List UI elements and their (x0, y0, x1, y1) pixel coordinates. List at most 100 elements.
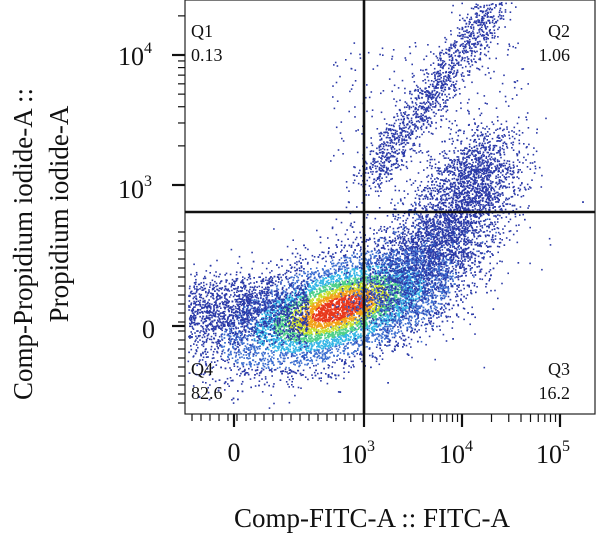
density-dot (398, 288, 401, 291)
density-dot (268, 367, 270, 369)
density-dot (216, 350, 218, 353)
density-dot (212, 366, 215, 368)
density-dot (348, 318, 351, 321)
density-dot (204, 332, 207, 335)
density-dot (259, 290, 261, 292)
density-dot (198, 363, 201, 365)
density-dot (284, 340, 286, 343)
density-dot (323, 277, 326, 280)
density-dot (442, 261, 444, 263)
density-dot (276, 367, 279, 369)
density-dot (445, 316, 448, 319)
density-dot (312, 285, 314, 287)
density-dot (318, 335, 320, 338)
density-dot (333, 298, 335, 301)
density-dot (440, 299, 443, 301)
density-dot (354, 335, 356, 337)
density-dot (267, 358, 269, 361)
density-dot (267, 363, 270, 366)
density-dot (342, 340, 344, 342)
density-dot (375, 291, 378, 294)
density-dot (305, 291, 308, 293)
density-dot (299, 295, 301, 297)
density-dot (260, 296, 262, 298)
density-dot (285, 346, 288, 349)
density-dot (315, 359, 318, 362)
density-dot (330, 346, 332, 349)
density-dot (283, 348, 285, 350)
density-dot (375, 278, 377, 281)
density-dot (432, 322, 435, 325)
density-dot (310, 330, 312, 332)
density-dot (347, 339, 349, 342)
density-dot (233, 351, 236, 354)
density-dot (482, 208, 484, 210)
density-dot (236, 334, 239, 336)
density-dot (320, 327, 322, 329)
density-dot (431, 295, 434, 298)
density-dot (294, 349, 296, 351)
density-dot (319, 293, 321, 295)
density-dot (357, 265, 359, 268)
density-dot (324, 255, 327, 258)
density-dot (289, 345, 291, 348)
density-dot (270, 315, 272, 318)
density-dot (340, 294, 343, 296)
density-dot (297, 296, 300, 299)
density-dot (461, 274, 463, 277)
density-dot (326, 312, 328, 314)
density-dot (317, 279, 319, 282)
density-dot (409, 325, 412, 328)
density-dot (300, 387, 302, 389)
density-dot (327, 237, 329, 239)
density-dot (230, 379, 233, 382)
density-dot (365, 327, 368, 329)
density-dot (390, 247, 393, 250)
density-dot (381, 339, 383, 342)
density-dot (469, 258, 471, 260)
density-dot (411, 317, 413, 319)
density-dot (309, 302, 312, 305)
density-dot (343, 262, 345, 264)
density-dot (283, 285, 286, 287)
density-dot (268, 279, 271, 281)
density-dot (310, 290, 313, 292)
density-dot (243, 319, 246, 321)
density-dot (388, 255, 390, 258)
density-dot (293, 349, 295, 352)
density-dot (361, 319, 364, 321)
density-dot (329, 268, 332, 270)
density-dot (238, 331, 240, 333)
density-dot (414, 298, 417, 300)
density-dot (264, 294, 267, 297)
density-dot (335, 348, 338, 350)
density-dot (478, 271, 481, 273)
density-dot (310, 327, 313, 330)
density-dot (270, 394, 272, 396)
density-dot (355, 266, 357, 268)
density-dot (457, 303, 459, 306)
density-dot (260, 341, 262, 343)
density-dot (230, 320, 232, 323)
density-dot (336, 359, 338, 361)
density-dot (336, 350, 339, 352)
density-dot (431, 327, 434, 330)
density-dot (355, 289, 358, 291)
density-dot (393, 271, 396, 274)
density-dot (227, 356, 230, 359)
density-dot (377, 286, 379, 289)
density-dot (387, 245, 389, 247)
density-dot (438, 273, 440, 276)
density-dot (379, 318, 382, 321)
density-dot (256, 334, 259, 337)
density-dot (345, 286, 347, 289)
density-dot (418, 261, 420, 263)
density-dot (370, 321, 373, 323)
density-dot (376, 358, 378, 360)
density-dot (303, 343, 305, 345)
density-dot (400, 305, 403, 307)
density-dot (434, 302, 437, 304)
density-dot (260, 343, 263, 346)
density-dot (464, 240, 467, 243)
